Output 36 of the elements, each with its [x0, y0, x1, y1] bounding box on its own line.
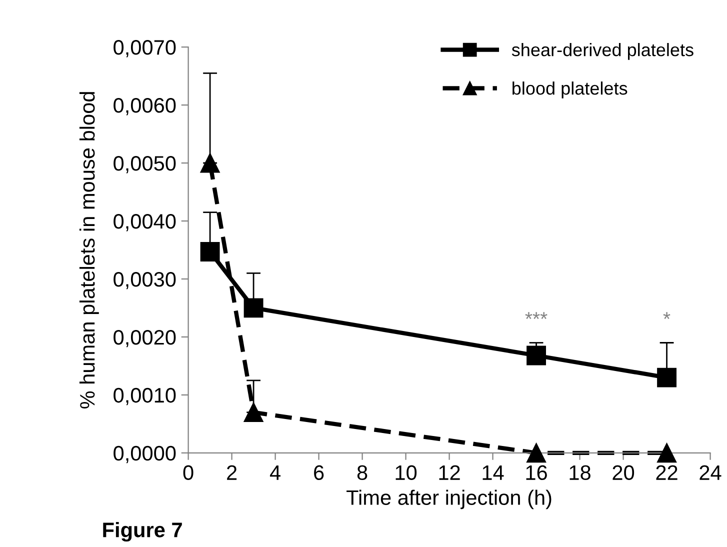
y-tick-label: 0,0050	[114, 156, 176, 174]
x-tick-label: 0	[183, 465, 194, 480]
x-tick-label: 24	[700, 465, 722, 480]
y-tick-label: 0,0030	[114, 272, 176, 290]
point	[200, 242, 220, 262]
point	[244, 298, 264, 318]
x-tick-label: 6	[314, 465, 324, 480]
y-tick-label: 0,0020	[114, 330, 176, 348]
x-tick-label: 18	[570, 465, 590, 480]
x-tick-label: 20	[612, 465, 634, 480]
point	[657, 368, 677, 388]
legend-label: blood platelets	[512, 81, 628, 98]
y-tick-label: 0,0010	[114, 388, 176, 406]
y-tick-label: 0,0070	[114, 40, 176, 58]
y-tick-label: 0,0000	[114, 446, 176, 464]
point	[244, 402, 264, 422]
point	[526, 346, 546, 366]
point	[657, 443, 677, 463]
x-tick-label: 4	[270, 465, 280, 480]
x-tick-label: 22	[656, 465, 678, 480]
x-tick-label: 8	[357, 465, 368, 480]
caption: Figure 7	[103, 522, 182, 542]
x-tick-label: 12	[439, 465, 460, 480]
legend-label: shear-derived platelets	[512, 43, 694, 60]
x-tick-label: 10	[396, 465, 417, 480]
x-tick-label: 16	[526, 465, 547, 480]
annotation: *	[663, 312, 670, 320]
point	[526, 443, 546, 463]
x-tick-label: 2	[227, 465, 237, 480]
x-tick-label: 14	[482, 465, 504, 480]
point	[200, 153, 220, 173]
y-tick-label: 0,0040	[114, 214, 176, 232]
annotation: ***	[525, 312, 548, 320]
x-axis-title: Time after injection (h)	[346, 490, 552, 510]
y-tick-label: 0,0060	[114, 98, 176, 116]
y-axis-title: % human platelets in mouse blood	[79, 92, 99, 408]
